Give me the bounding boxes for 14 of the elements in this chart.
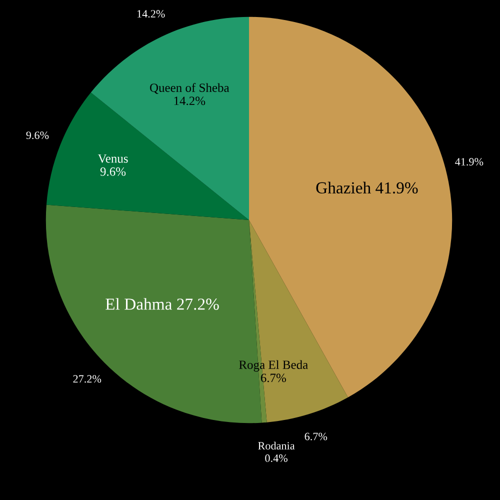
data-label: 27.2% [73,375,102,383]
slice-label: El Dahma 27.2% [106,298,219,310]
slice-label: Queen of Sheba [150,83,230,94]
slice-label: Venus [98,154,128,163]
data-label: 0.4% [265,454,288,462]
slice-label: Rodania [258,442,295,450]
data-label: 9.6% [26,132,49,140]
text: 14.2% [174,96,206,106]
data-label: 14.2% [137,10,165,18]
data-label: 6.7% [304,432,328,440]
slice-label: Ghazieh 41.9% [316,182,418,194]
text: 6.7% [260,374,286,382]
data-label: 41.9% [455,158,484,166]
text: 9.6% [100,167,126,176]
